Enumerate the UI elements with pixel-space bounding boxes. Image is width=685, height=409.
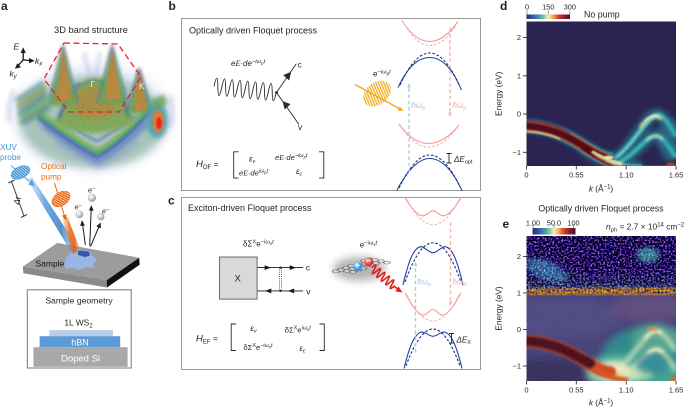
svg-text:b: b <box>169 0 176 13</box>
svg-text:HEF =: HEF = <box>196 334 218 346</box>
svg-text:v: v <box>306 286 311 296</box>
svg-text:e−: e− <box>88 186 96 195</box>
svg-text:εv: εv <box>250 324 258 335</box>
svg-text:Optically driven Floquet proce: Optically driven Floquet process <box>538 204 664 214</box>
svg-text:ħωp: ħωp <box>412 101 426 112</box>
svg-text:2: 2 <box>517 252 521 261</box>
svg-text:XUV: XUV <box>0 143 17 152</box>
svg-text:ħωp: ħωp <box>453 101 467 112</box>
svg-text:Γ: Γ <box>91 79 96 89</box>
svg-text:εc: εc <box>296 167 303 178</box>
svg-text:K: K <box>139 82 145 91</box>
svg-text:0: 0 <box>525 3 529 12</box>
svg-text:3D band structure: 3D band structure <box>54 25 128 35</box>
svg-text:d: d <box>500 0 507 13</box>
svg-text:ħωX: ħωX <box>453 278 468 289</box>
svg-text:c: c <box>298 60 303 70</box>
svg-text:e: e <box>503 217 510 231</box>
svg-text:1.10: 1.10 <box>619 171 634 180</box>
svg-text:50.0: 50.0 <box>547 219 561 228</box>
svg-text:εv: εv <box>249 155 257 166</box>
svg-text:a: a <box>1 0 8 13</box>
svg-text:e−iωpt: e−iωpt <box>373 70 391 79</box>
svg-text:0.55: 0.55 <box>569 171 584 180</box>
svg-text:E: E <box>14 42 20 52</box>
svg-text:1L WS2: 1L WS2 <box>64 318 93 330</box>
svg-text:probe: probe <box>0 153 21 162</box>
svg-text:c: c <box>168 194 175 208</box>
svg-text:Sample geometry: Sample geometry <box>45 296 113 306</box>
svg-text:δΣXe−iωxt: δΣXe−iωxt <box>243 240 274 249</box>
svg-text:c: c <box>306 263 311 273</box>
svg-text:0: 0 <box>524 386 528 395</box>
svg-text:e−iωxt: e−iωxt <box>360 241 378 250</box>
svg-text:Energy (eV): Energy (eV) <box>494 286 504 331</box>
svg-text:Energy (eV): Energy (eV) <box>494 71 504 116</box>
svg-text:eE·de−iωpt: eE·de−iωpt <box>231 59 266 68</box>
svg-text:ΔEX: ΔEX <box>456 336 472 347</box>
svg-text:e−: e− <box>75 203 83 212</box>
svg-text:e−: e− <box>102 207 110 216</box>
svg-text:1.00: 1.00 <box>526 219 540 228</box>
svg-text:εc: εc <box>299 344 306 355</box>
svg-text:0: 0 <box>524 171 528 180</box>
svg-text:Doped Si: Doped Si <box>61 354 100 365</box>
svg-text:Exciton-driven Floquet process: Exciton-driven Floquet process <box>188 203 312 213</box>
svg-text:0.55: 0.55 <box>569 386 584 395</box>
svg-text:kx: kx <box>35 56 43 68</box>
svg-text:HOF =: HOF = <box>196 159 219 171</box>
svg-text:No pump: No pump <box>584 10 620 20</box>
svg-text:2: 2 <box>517 33 521 42</box>
svg-text:150: 150 <box>542 3 554 12</box>
svg-text:eE·deiωpt: eE·deiωpt <box>239 169 269 178</box>
svg-text:ΔEopt: ΔEopt <box>453 155 473 166</box>
svg-text:0: 0 <box>517 110 521 119</box>
svg-text:0: 0 <box>517 325 521 334</box>
svg-text:hBN: hBN <box>71 338 89 348</box>
svg-text:1.10: 1.10 <box>619 386 634 395</box>
svg-text:k (Å−1): k (Å−1) <box>589 398 614 408</box>
svg-text:−1: −1 <box>512 362 521 371</box>
svg-text:eE·de−iωpt: eE·de−iωpt <box>275 153 308 162</box>
svg-text:100: 100 <box>567 219 579 228</box>
svg-text:ħωp: ħωp <box>418 278 432 289</box>
svg-text:pump: pump <box>41 173 62 182</box>
svg-text:1: 1 <box>517 72 521 81</box>
svg-text:1: 1 <box>517 289 521 298</box>
svg-text:δΣXe−iωxt: δΣXe−iωxt <box>243 343 273 352</box>
svg-text:δΣXeiωxt: δΣXeiωxt <box>285 326 311 335</box>
svg-text:Optically driven Floquet proce: Optically driven Floquet process <box>189 26 318 36</box>
svg-text:300: 300 <box>564 3 576 12</box>
svg-text:−1: −1 <box>512 148 521 157</box>
svg-text:1.65: 1.65 <box>669 171 684 180</box>
svg-text:X: X <box>235 274 242 285</box>
svg-text:ky: ky <box>10 69 18 81</box>
svg-text:1.65: 1.65 <box>669 386 684 395</box>
svg-text:Sample: Sample <box>36 259 65 269</box>
svg-text:nph = 2.7 × 1014 cm−2: nph = 2.7 × 1014 cm−2 <box>606 222 685 234</box>
svg-text:Δt: Δt <box>12 195 23 206</box>
svg-text:k (Å−1): k (Å−1) <box>589 184 614 194</box>
svg-text:v: v <box>298 122 303 132</box>
svg-text:Optical: Optical <box>41 162 67 171</box>
